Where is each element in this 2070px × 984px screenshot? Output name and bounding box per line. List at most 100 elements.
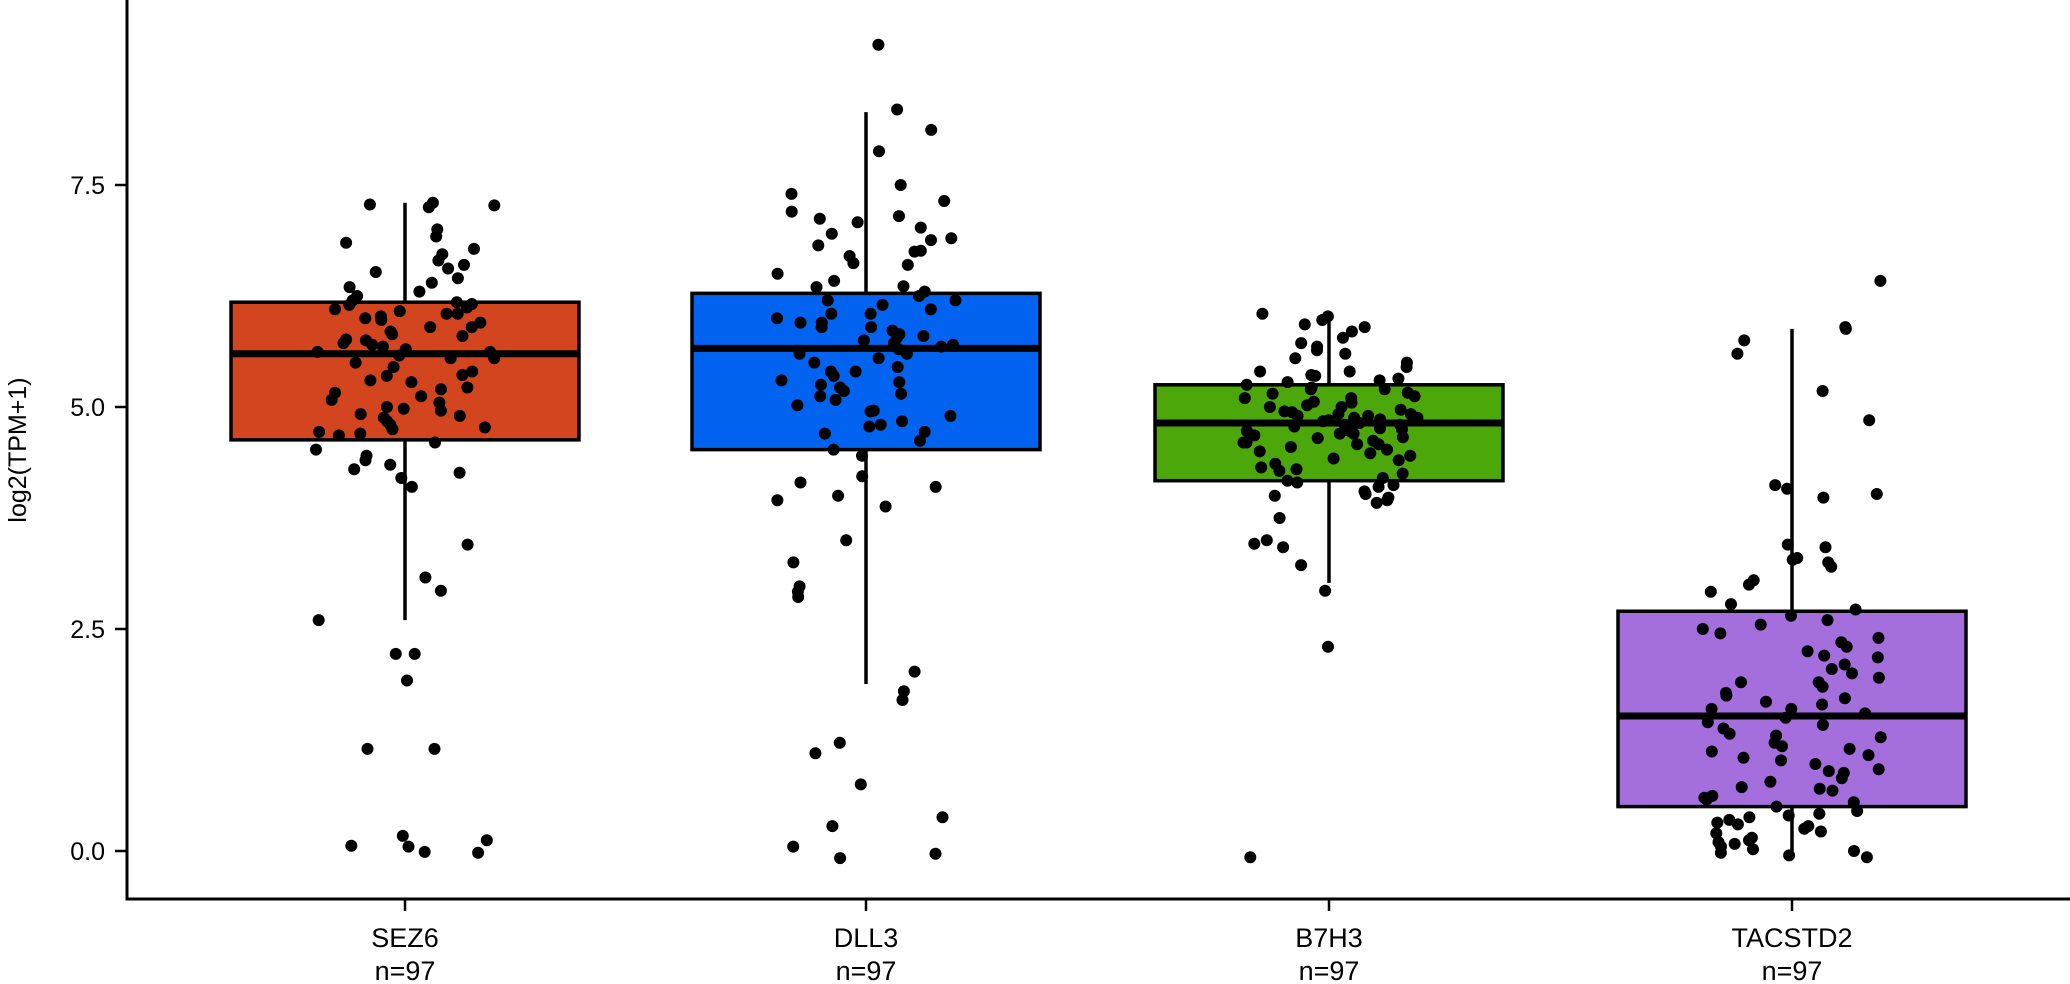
box-sez6 <box>229 300 581 442</box>
data-point <box>393 349 406 362</box>
data-point <box>376 340 389 353</box>
data-point <box>1345 325 1358 338</box>
data-point <box>1351 438 1364 451</box>
data-point <box>393 305 406 318</box>
data-point <box>913 290 925 302</box>
points-layer <box>310 38 1887 865</box>
data-point <box>1362 409 1375 422</box>
data-point <box>1776 740 1788 753</box>
data-point <box>1785 609 1797 622</box>
data-point <box>359 454 372 467</box>
data-point <box>814 378 827 391</box>
data-point <box>945 232 958 245</box>
data-point <box>1764 775 1777 788</box>
data-point <box>1839 322 1852 335</box>
data-point <box>1290 463 1303 476</box>
data-point <box>1254 365 1267 378</box>
y-axis-title: log2(TPM+1) <box>4 377 32 522</box>
data-point <box>458 258 470 271</box>
data-point <box>908 245 921 258</box>
data-point <box>826 820 839 833</box>
data-point <box>1358 321 1371 334</box>
data-point <box>348 463 361 476</box>
data-point <box>1373 374 1386 387</box>
data-point <box>901 258 914 271</box>
data-point <box>1381 494 1394 507</box>
data-point <box>1392 454 1405 467</box>
data-point <box>1288 420 1301 433</box>
data-point <box>1704 585 1717 598</box>
data-point <box>1372 438 1385 451</box>
data-point <box>434 584 447 597</box>
data-point <box>1720 689 1733 702</box>
data-point <box>891 361 904 373</box>
data-point <box>349 356 362 369</box>
data-point <box>1343 365 1356 378</box>
data-point <box>1838 692 1851 705</box>
data-point <box>456 369 469 381</box>
data-point <box>313 425 326 438</box>
data-point <box>343 298 356 311</box>
data-point <box>900 347 913 360</box>
data-point <box>1240 425 1253 437</box>
data-point <box>395 472 408 484</box>
data-point <box>851 216 864 229</box>
data-point <box>1345 392 1358 405</box>
data-point <box>895 387 908 400</box>
data-point <box>480 834 493 847</box>
data-point <box>893 210 905 223</box>
data-point <box>914 221 927 234</box>
data-point <box>1281 474 1294 487</box>
data-point <box>1701 716 1714 729</box>
data-point <box>468 242 480 255</box>
data-point <box>1322 414 1335 427</box>
data-point <box>1281 376 1294 389</box>
data-point <box>1725 598 1737 611</box>
data-point <box>1728 837 1741 850</box>
data-point <box>359 334 372 347</box>
data-point <box>1731 818 1744 831</box>
data-point <box>894 179 907 191</box>
data-point <box>1333 427 1346 440</box>
data-point <box>947 338 959 351</box>
data-point <box>1327 452 1340 465</box>
data-point <box>1273 512 1286 524</box>
x-category-label: DLL3 <box>834 923 899 953</box>
data-point <box>354 408 367 421</box>
data-point <box>430 230 443 243</box>
data-point <box>829 393 842 406</box>
x-category-label: SEZ6 <box>371 923 439 953</box>
data-point <box>1826 784 1839 797</box>
data-point <box>453 409 466 422</box>
data-point <box>401 674 413 687</box>
data-point <box>929 847 942 860</box>
data-point <box>402 840 415 853</box>
x-n-label: n=97 <box>1762 956 1823 984</box>
data-point <box>771 312 783 325</box>
data-point <box>478 421 491 434</box>
data-point <box>814 390 827 403</box>
data-point <box>815 321 828 334</box>
data-point <box>386 423 399 436</box>
data-point <box>1411 411 1424 424</box>
data-point <box>808 356 821 369</box>
data-point <box>864 405 877 418</box>
data-point <box>897 685 910 698</box>
x-n-label: n=97 <box>1299 956 1360 984</box>
data-point <box>325 393 338 406</box>
data-point <box>1822 765 1835 778</box>
data-point <box>363 198 376 211</box>
data-point <box>849 365 862 378</box>
data-point <box>891 103 904 116</box>
data-point <box>1723 727 1736 740</box>
data-point <box>375 314 388 326</box>
data-point <box>380 369 393 382</box>
data-point <box>785 187 798 200</box>
data-point <box>818 427 831 440</box>
data-point <box>1770 729 1783 742</box>
data-point <box>1819 541 1832 554</box>
data-point <box>1336 331 1349 344</box>
data-point <box>442 262 455 275</box>
data-point <box>1268 489 1281 502</box>
